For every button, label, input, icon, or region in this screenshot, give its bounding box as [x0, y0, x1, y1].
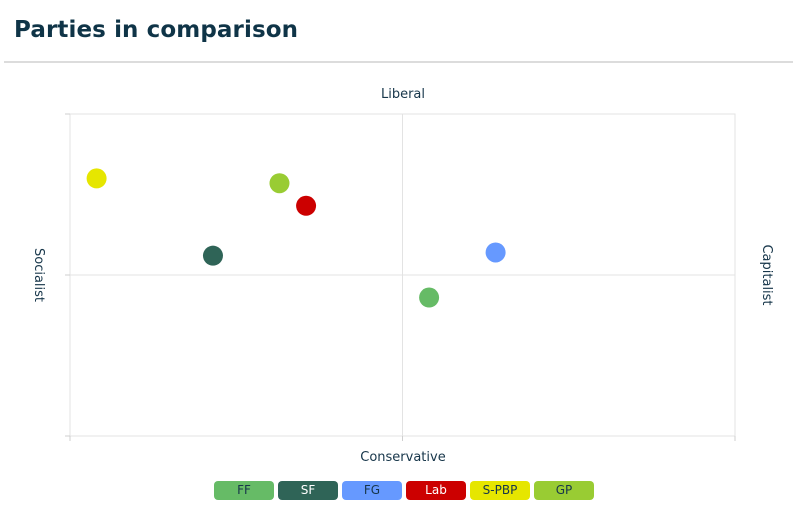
- point-fg[interactable]: [485, 242, 506, 263]
- chart-grid: [65, 113, 736, 441]
- party-compass-chart: Liberal Conservative Socialist Capitalis…: [31, 87, 774, 465]
- axis-label-bottom: Conservative: [360, 450, 445, 465]
- chart-legend: FF SF FG Lab S-PBP GP: [0, 481, 793, 500]
- legend-item-lab[interactable]: Lab: [406, 481, 466, 500]
- legend-item-fg[interactable]: FG: [342, 481, 402, 500]
- point-lab[interactable]: [296, 195, 317, 216]
- title-divider: [4, 61, 793, 63]
- page-title: Parties in comparison: [14, 17, 299, 43]
- axis-label-right: Capitalist: [759, 244, 774, 305]
- legend-item-sf[interactable]: SF: [278, 481, 338, 500]
- legend-item-gp[interactable]: GP: [534, 481, 594, 500]
- point-s-pbp[interactable]: [86, 168, 107, 189]
- chart-points: [86, 168, 506, 308]
- axis-label-left: Socialist: [31, 248, 46, 302]
- point-sf[interactable]: [202, 245, 223, 266]
- point-ff[interactable]: [419, 287, 440, 308]
- legend-item-s-pbp[interactable]: S-PBP: [470, 481, 530, 500]
- axis-label-top: Liberal: [381, 87, 425, 102]
- legend-item-ff[interactable]: FF: [214, 481, 274, 500]
- point-gp[interactable]: [269, 173, 290, 194]
